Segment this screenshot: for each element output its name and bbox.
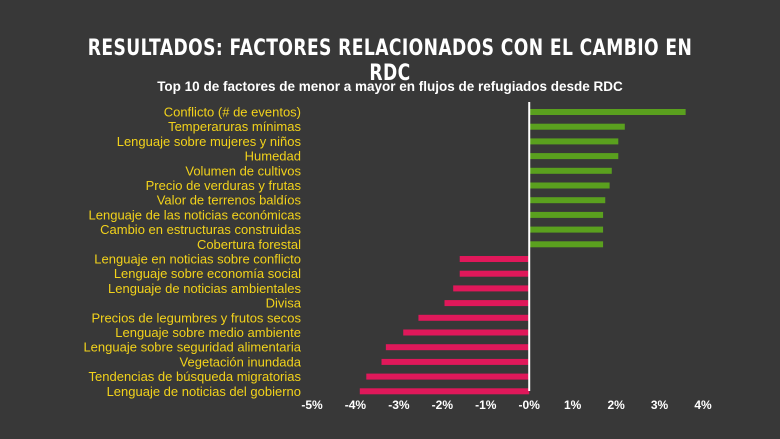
category-label: Lenguaje sobre medio ambiente xyxy=(115,325,301,340)
category-label: Precios de legumbres y frutos secos xyxy=(91,310,301,325)
category-label: Conflicto (# de eventos) xyxy=(164,105,301,120)
slide-title: RESULTADOS: FACTORES RELACIONADOS CON EL… xyxy=(87,36,693,86)
bar xyxy=(453,285,530,292)
category-label: Volumen de cultivos xyxy=(185,163,301,178)
bar xyxy=(359,388,530,395)
category-label: Tendencias de búsqueda migratorias xyxy=(89,369,302,384)
bar xyxy=(529,167,612,174)
category-label: Temperaruras mínimas xyxy=(168,119,301,134)
x-tick-label: -2% xyxy=(432,398,454,412)
category-label: Lenguaje sobre economía social xyxy=(114,266,301,281)
x-tick-label: 3% xyxy=(651,398,669,412)
category-label: Cobertura forestal xyxy=(197,237,301,252)
category-label: Lenguaje de noticias ambientales xyxy=(108,281,301,296)
x-tick-label: -1% xyxy=(475,398,497,412)
bar xyxy=(529,197,606,204)
category-label: Humedad xyxy=(245,149,301,164)
bar xyxy=(444,300,530,307)
category-label: Lenguaje sobre seguridad alimentaria xyxy=(83,340,301,355)
x-tick-label: -5% xyxy=(301,398,323,412)
x-tick-label: 4% xyxy=(694,398,712,412)
x-tick-label: -0% xyxy=(519,398,541,412)
category-label: Valor de terrenos baldíos xyxy=(157,193,302,208)
bar xyxy=(418,314,530,321)
category-label: Lenguaje en noticias sobre conflicto xyxy=(94,252,301,267)
x-tick-label: -4% xyxy=(345,398,367,412)
bar xyxy=(529,241,604,248)
bar xyxy=(366,373,530,380)
bar xyxy=(459,256,530,262)
bar xyxy=(381,358,530,365)
bar xyxy=(529,109,686,115)
x-tick-label: -3% xyxy=(388,398,410,412)
bar xyxy=(529,153,619,160)
category-label: Precio de verduras y frutas xyxy=(146,178,302,193)
bar xyxy=(385,344,530,351)
category-label: Divisa xyxy=(266,296,302,311)
bar xyxy=(529,182,610,189)
bar xyxy=(529,123,625,130)
x-tick-label: 2% xyxy=(607,398,625,412)
category-label: Lenguaje de las noticias económicas xyxy=(89,207,302,222)
bar xyxy=(529,211,604,218)
chart-title: Top 10 de factores de menor a mayor en f… xyxy=(157,79,623,94)
category-label: Lenguaje de noticias del gobierno xyxy=(107,384,301,399)
x-tick-label: 1% xyxy=(564,398,582,412)
bar xyxy=(459,270,530,277)
category-label: Cambio en estructuras construidas xyxy=(100,222,301,237)
category-label: Vegetación inundada xyxy=(180,354,302,369)
category-label: Lenguaje sobre mujeres y niños xyxy=(117,134,302,149)
bar xyxy=(529,138,619,145)
bar xyxy=(403,329,530,336)
bar xyxy=(529,226,604,233)
